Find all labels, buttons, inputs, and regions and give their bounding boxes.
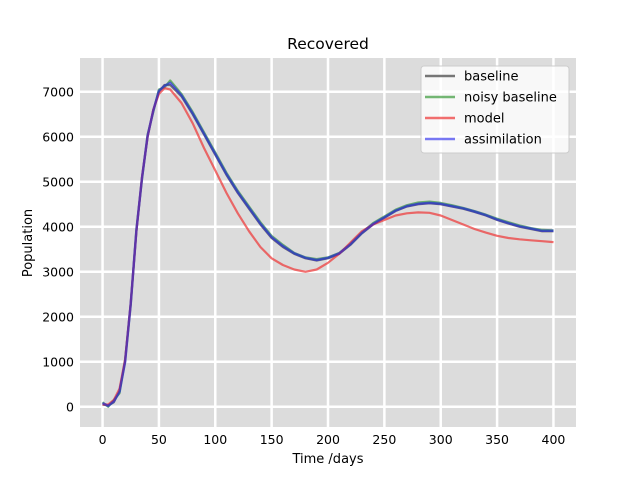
y-axis-label: Population (21, 209, 36, 277)
y-tick-label: 4000 (42, 219, 74, 234)
x-tick-label: 0 (99, 432, 107, 447)
legend-label: assimilation (464, 133, 542, 148)
chart-title: Recovered (287, 35, 369, 53)
y-tick-label: 3000 (42, 264, 74, 279)
series-line-assimilation (101, 81, 554, 408)
y-tick-label: 5000 (42, 174, 74, 189)
legend-label: baseline (464, 70, 518, 85)
y-tick-label: 1000 (42, 354, 74, 369)
legend-label: noisy baseline (464, 91, 557, 106)
x-tick-label: 400 (542, 432, 566, 447)
y-tick-label: 0 (66, 399, 74, 414)
x-tick-label: 100 (203, 432, 227, 447)
x-tick-label: 50 (151, 432, 167, 447)
x-tick-label: 200 (316, 432, 340, 447)
y-tick-label: 7000 (42, 84, 74, 99)
legend-label: model (464, 112, 504, 127)
legend-frame (420, 65, 570, 154)
x-tick-label: 300 (429, 432, 453, 447)
x-axis-ticks: 0 50 100 150 200 250 300 350 400 (99, 432, 566, 447)
x-tick-label: 350 (485, 432, 509, 447)
x-tick-label: 150 (260, 432, 284, 447)
series-layer (101, 79, 554, 408)
x-tick-label: 250 (372, 432, 396, 447)
x-axis-label: Time /days (291, 452, 363, 467)
legend: baseline noisy baseline model assimilation (420, 65, 570, 154)
y-tick-label: 2000 (42, 309, 74, 324)
y-axis-ticks: 0 1000 2000 3000 4000 5000 6000 7000 (42, 84, 74, 414)
y-tick-label: 6000 (42, 129, 74, 144)
